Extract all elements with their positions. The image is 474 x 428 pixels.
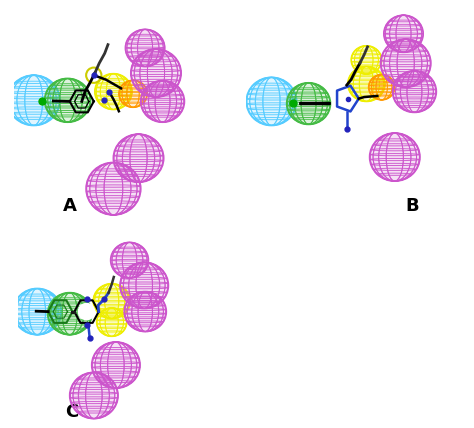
Ellipse shape xyxy=(287,83,330,125)
Ellipse shape xyxy=(95,74,132,110)
Ellipse shape xyxy=(246,77,297,125)
Text: A: A xyxy=(63,197,77,215)
Ellipse shape xyxy=(119,80,147,107)
Ellipse shape xyxy=(131,49,181,97)
Circle shape xyxy=(78,303,95,321)
Ellipse shape xyxy=(70,372,118,419)
Ellipse shape xyxy=(110,242,148,278)
Ellipse shape xyxy=(97,308,127,336)
Ellipse shape xyxy=(120,262,168,309)
Ellipse shape xyxy=(92,342,140,388)
Ellipse shape xyxy=(124,292,166,332)
Text: B: B xyxy=(405,197,419,215)
Ellipse shape xyxy=(126,30,164,66)
Ellipse shape xyxy=(351,46,382,74)
Ellipse shape xyxy=(93,284,130,318)
Ellipse shape xyxy=(48,293,92,335)
Ellipse shape xyxy=(370,133,420,181)
Ellipse shape xyxy=(381,39,431,87)
Ellipse shape xyxy=(13,288,61,335)
Ellipse shape xyxy=(45,78,91,122)
Ellipse shape xyxy=(86,163,141,215)
Ellipse shape xyxy=(369,74,395,100)
Ellipse shape xyxy=(113,134,164,182)
Ellipse shape xyxy=(392,71,436,112)
Ellipse shape xyxy=(384,15,423,52)
Text: C: C xyxy=(65,403,79,421)
Ellipse shape xyxy=(141,80,184,122)
Ellipse shape xyxy=(8,75,60,125)
Ellipse shape xyxy=(348,66,385,101)
